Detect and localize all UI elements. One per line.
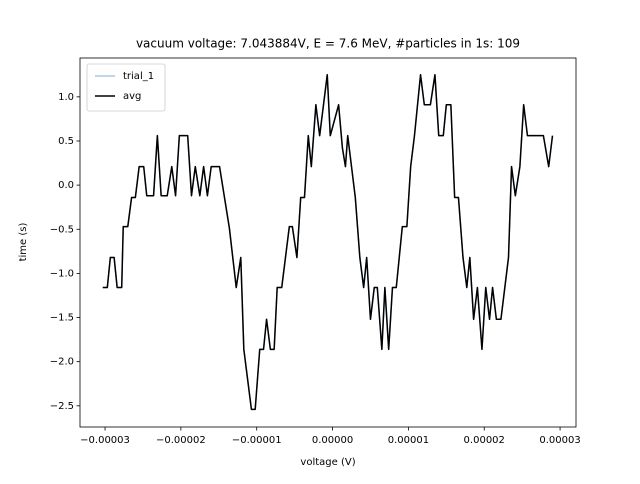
line-series — [102, 74, 554, 411]
line-series — [102, 74, 554, 411]
x-tick-label: 0.00000 — [312, 435, 353, 446]
y-tick-label: −1.5 — [50, 313, 74, 324]
x-tick-label: 0.00001 — [388, 435, 429, 446]
x-axis-label: voltage (V) — [300, 457, 355, 468]
x-tick-label: 0.00002 — [464, 435, 505, 446]
y-tick-label: −2.5 — [50, 401, 74, 412]
y-tick-label: −2.0 — [50, 357, 74, 368]
x-tick-label: −0.00002 — [156, 435, 206, 446]
legend-label: trial_1 — [123, 71, 154, 82]
y-tick-label: −0.5 — [50, 224, 74, 235]
axes-frame — [79, 57, 577, 428]
y-tick-label: −1.0 — [50, 268, 74, 279]
x-tick-label: −0.00001 — [232, 435, 282, 446]
x-tick-label: 0.00003 — [539, 435, 580, 446]
legend-label: avg — [123, 91, 141, 102]
y-tick-label: 0.5 — [58, 136, 74, 147]
chart-title: vacuum voltage: 7.043884V, E = 7.6 MeV, … — [136, 37, 520, 51]
y-axis-label: time (s) — [18, 223, 29, 262]
y-tick-label: 1.0 — [58, 92, 74, 103]
y-tick-label: 0.0 — [58, 180, 74, 191]
x-tick-label: −0.00003 — [80, 435, 130, 446]
